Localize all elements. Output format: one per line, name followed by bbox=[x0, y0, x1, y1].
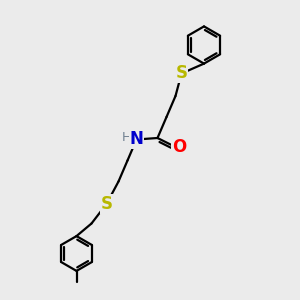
Text: S: S bbox=[176, 64, 188, 82]
Text: H: H bbox=[122, 130, 132, 144]
Text: O: O bbox=[172, 138, 187, 156]
Text: S: S bbox=[100, 195, 112, 213]
Text: N: N bbox=[130, 130, 143, 148]
